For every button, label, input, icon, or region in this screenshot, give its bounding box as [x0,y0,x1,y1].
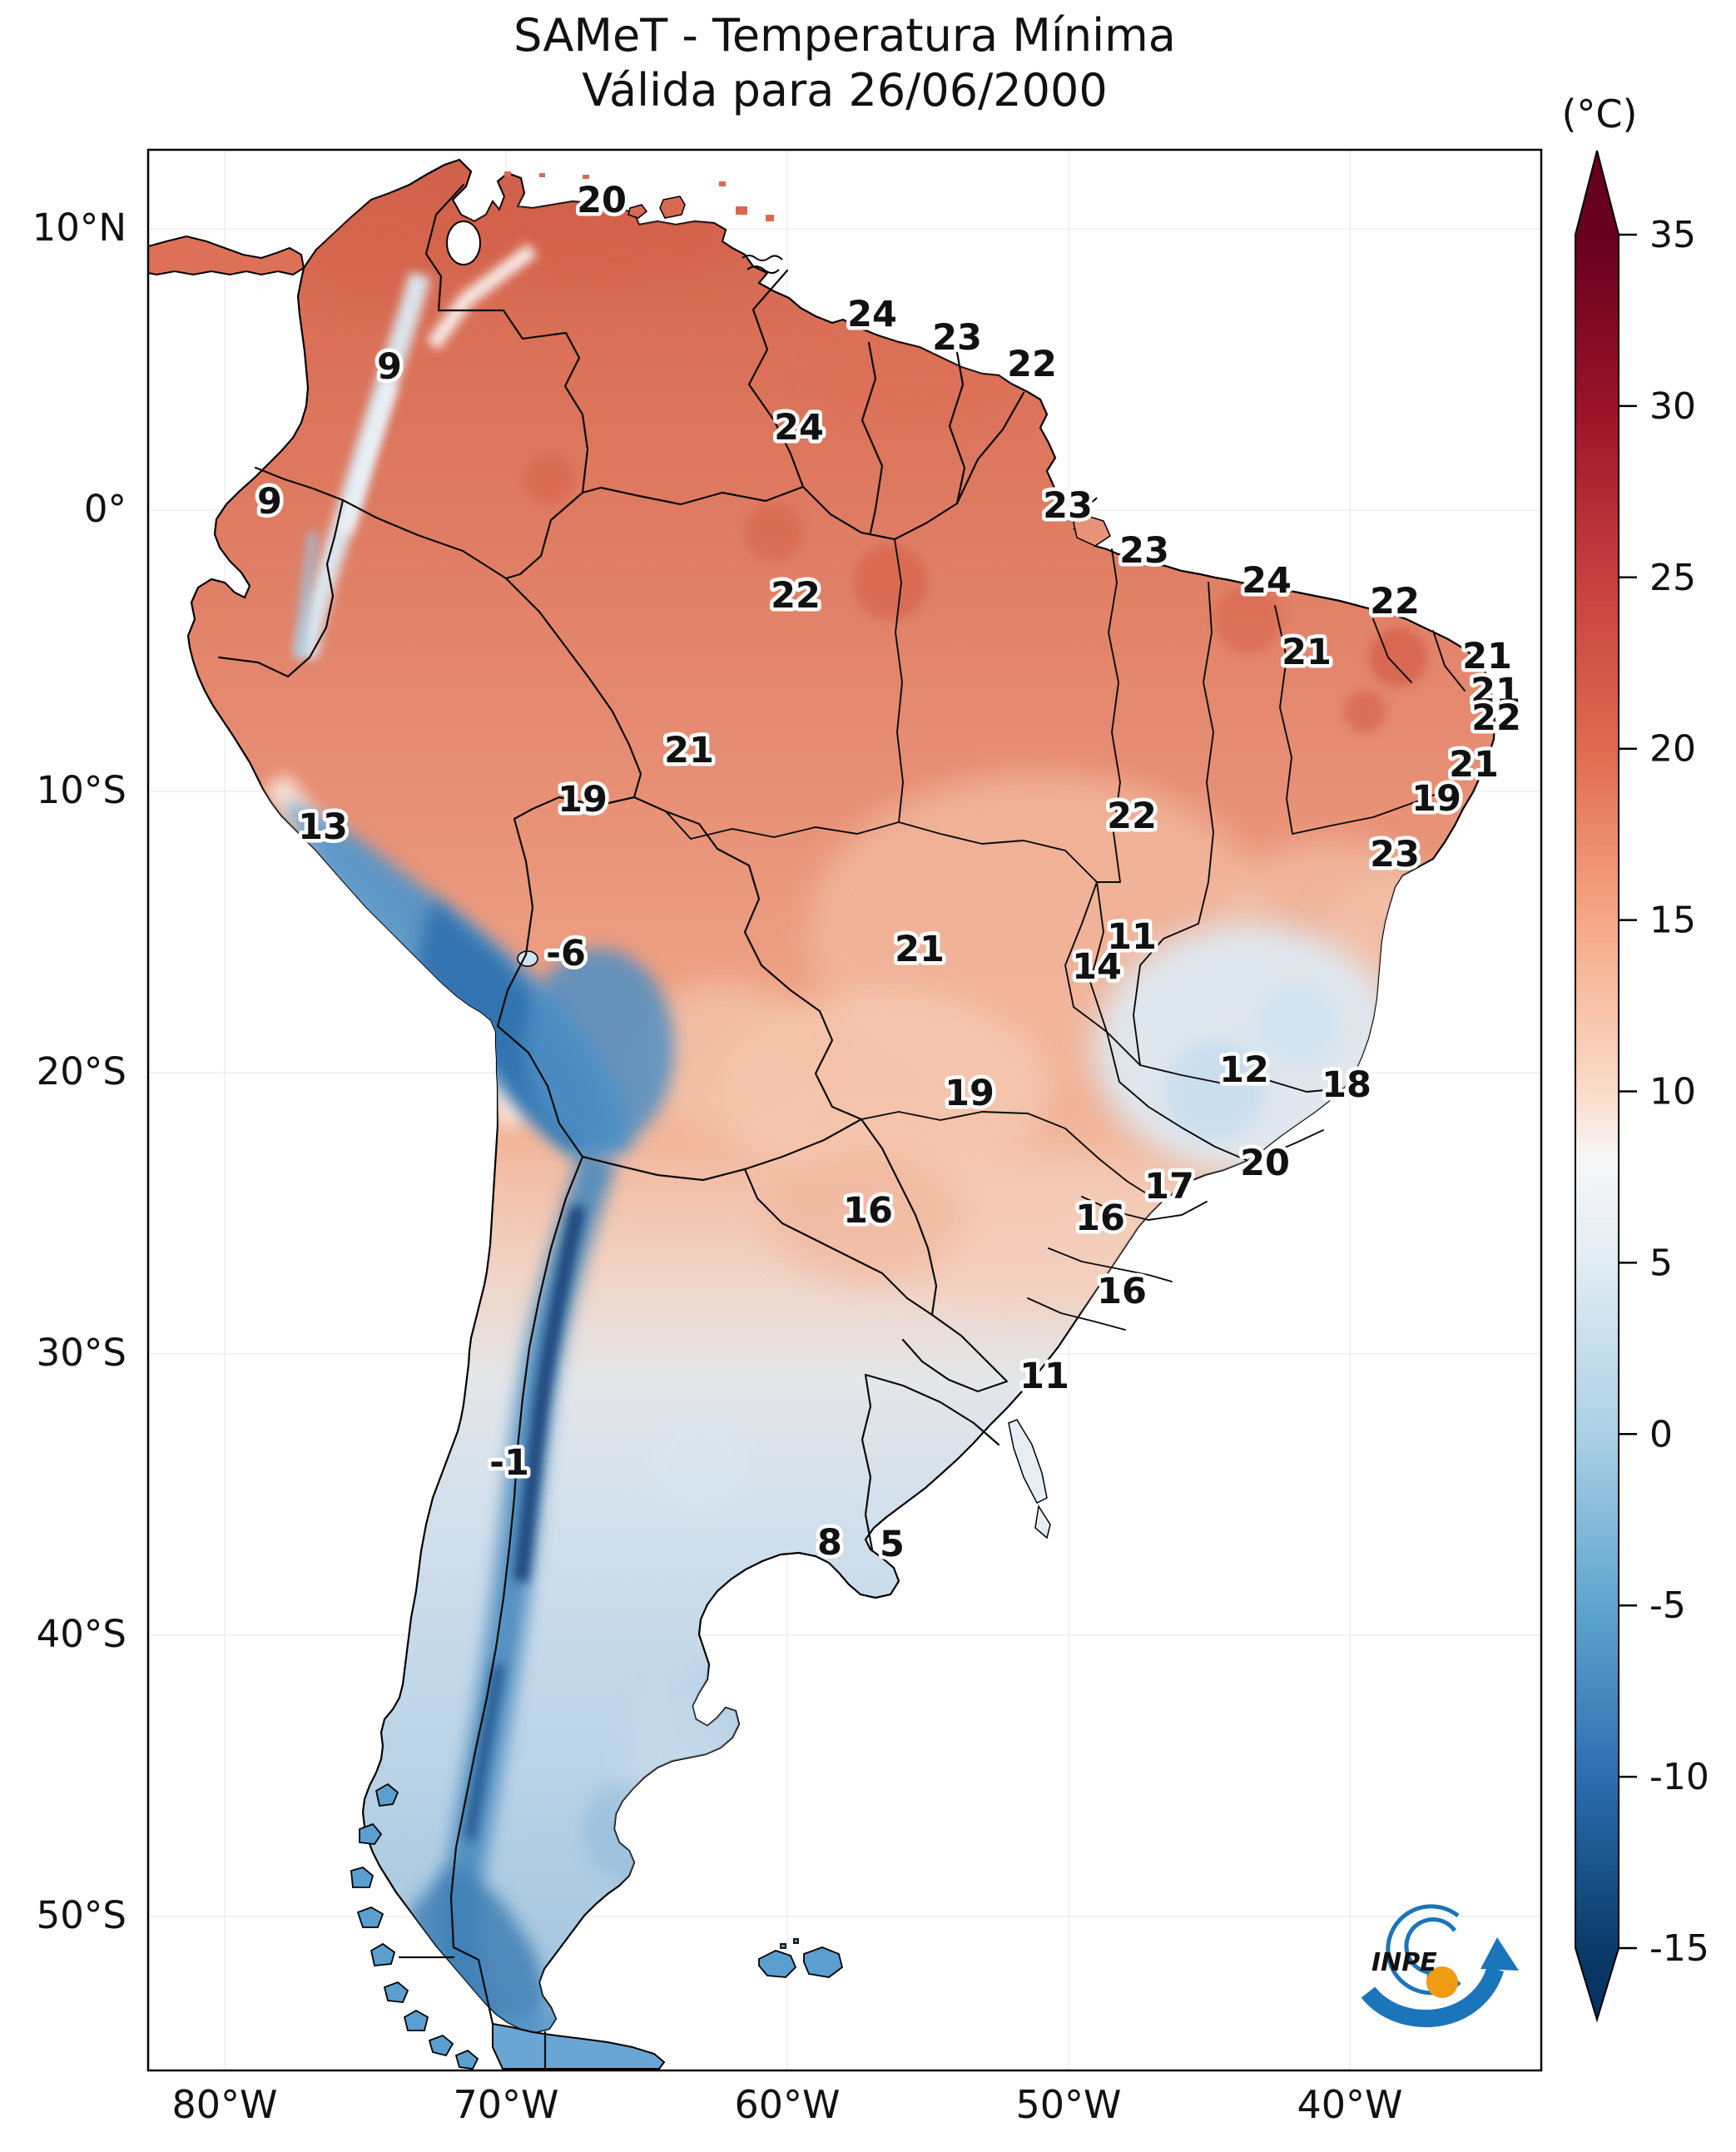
lon-tick-label: 60°W [734,2082,841,2127]
lat-tick-label: 10°S [36,768,126,812]
temp-label: 24 [774,407,824,449]
lon-tick-label: 80°W [171,2082,278,2127]
logo-big-arrowhead [1481,1937,1519,1971]
temp-label: 22 [1107,796,1157,837]
title-line1: SAMeT - Temperatura Mínima [513,9,1176,62]
colorbar-tick-label: -5 [1649,1584,1686,1627]
colorbar-unit-label: (°C) [1561,92,1638,136]
colorbar-tick-label: -15 [1649,1927,1709,1970]
temp-label: 23 [932,317,982,359]
lake-maracaibo [446,221,481,265]
temp-label: 11 [1019,1356,1069,1397]
temp-label: 22 [771,575,821,617]
colorbar-gradient-bar [1575,150,1619,2023]
colorbar-tick-label: 5 [1649,1242,1673,1284]
panama-isthmus [148,235,305,276]
temp-label: 23 [1119,530,1169,572]
figure-title: SAMeT - Temperatura Mínima Válida para 2… [148,8,1541,118]
temp-label: 22 [1471,697,1521,739]
temp-label: 19 [945,1073,994,1114]
temp-label: 19 [558,779,608,821]
colorbar-tick-label: 35 [1649,214,1696,256]
colorbar-tick-label: 10 [1649,1071,1696,1113]
colorbar: 35 30 25 20 15 10 5 0 -5 -10 -15 [1575,150,1709,2023]
lat-tick-label: 50°S [36,1893,126,1937]
temp-label: -6 [546,933,586,974]
temp-label: 18 [1322,1064,1371,1106]
marajo-island [1073,513,1111,547]
colorbar-tick-label: 20 [1649,728,1696,771]
temp-label: 24 [847,294,897,335]
patos-lagoon [1008,1419,1051,1540]
tierra-del-fuego [492,2022,666,2070]
temp-label: 14 [1072,946,1122,988]
temp-label: 24 [1242,560,1292,602]
temp-label: 21 [664,730,714,771]
country-borders [217,183,1025,2070]
colorbar-tick-label: 30 [1649,385,1696,428]
temp-label: 22 [1370,581,1420,622]
logo-orange-dot [1426,1966,1458,1998]
colorbar-tick-label: 25 [1649,557,1696,599]
temp-label: 19 [1411,778,1461,820]
lat-tick-label: 30°S [36,1331,126,1375]
temp-label: 20 [1240,1143,1290,1184]
temp-label: 16 [1075,1197,1125,1239]
logo-text: INPE [1371,1948,1437,1977]
lat-tick-label: 0° [83,487,126,531]
temp-label: 11 [1107,916,1157,958]
lat-tick-label: 20°S [36,1049,126,1093]
lon-tick-label: 70°W [453,2082,559,2127]
temp-label: 17 [1144,1166,1194,1207]
lon-tick-label: 40°W [1297,2082,1403,2127]
temp-label: 13 [298,806,348,848]
falkland-islands [758,1938,844,1978]
temp-label: 23 [1370,834,1420,875]
temp-label: 16 [1097,1271,1147,1312]
temp-label: 21 [1462,636,1512,677]
colorbar-ticks: 35 30 25 20 15 10 5 0 -5 -10 -15 [1619,214,1709,1970]
title-line2: Válida para 26/06/2000 [582,64,1108,117]
temp-label: 8 [817,1522,842,1564]
temp-label: 5 [880,1524,905,1565]
chilean-fjord-islands [350,1783,479,2070]
temp-label: 16 [843,1190,893,1232]
temp-label: 21 [1449,744,1499,786]
caribbean-islands [504,171,774,221]
temp-label: -1 [489,1442,529,1484]
temp-label: 21 [1282,632,1332,673]
lon-tick-label: 50°W [1015,2082,1122,2127]
colorbar-tick-label: -10 [1649,1756,1709,1798]
temp-label: 21 [1471,671,1520,712]
temp-label: 9 [257,481,282,523]
temp-label: 12 [1219,1049,1269,1091]
colorbar-tick-label: 0 [1649,1413,1673,1455]
temp-label: 20 [577,180,627,221]
lat-tick-label: 40°S [36,1612,126,1656]
temp-label: 21 [895,929,945,970]
colorbar-tick-label: 15 [1649,900,1696,942]
temp-label: 9 [377,346,402,388]
temp-label: 23 [1043,485,1093,527]
plot-frame [146,148,1543,2072]
lat-tick-label: 10°N [32,206,126,250]
inpe-logo: INPE [1361,1904,1519,2028]
state-borders [665,538,1466,1331]
temp-label: 22 [1007,344,1057,385]
